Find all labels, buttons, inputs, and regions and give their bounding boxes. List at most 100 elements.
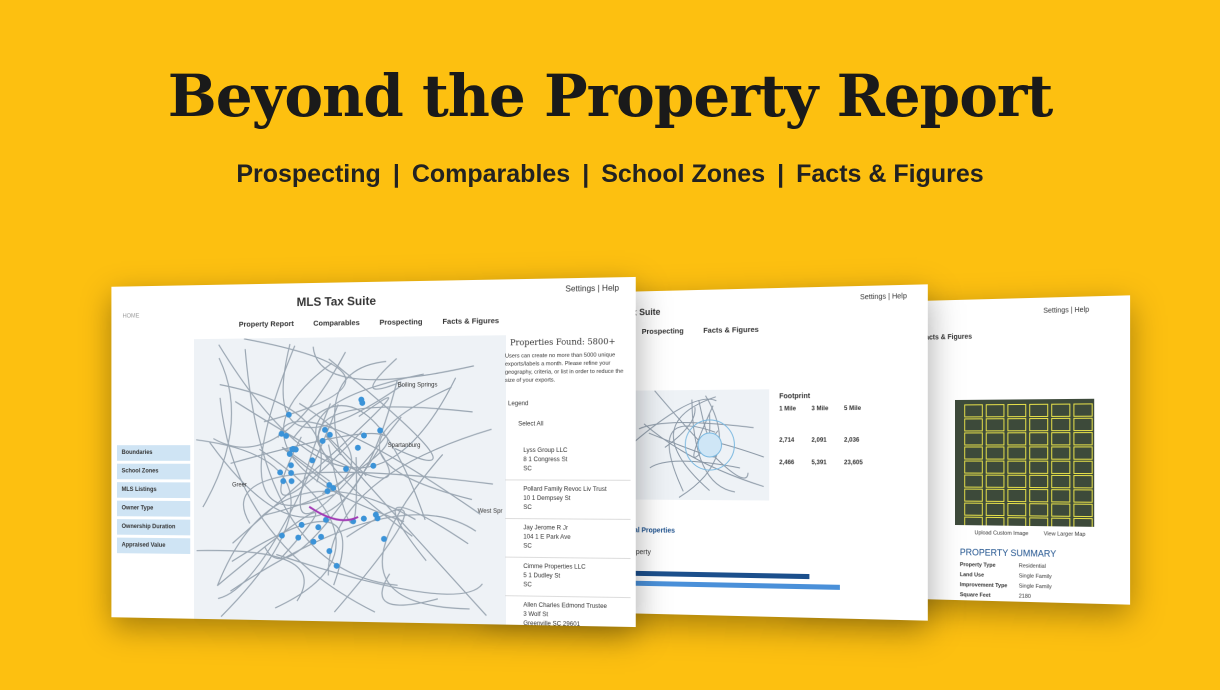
stat: 2,466 [779, 460, 795, 467]
marker[interactable] [289, 446, 296, 453]
nav[interactable]: Facts & Figures [921, 333, 973, 342]
marker[interactable] [277, 469, 284, 476]
marker[interactable] [310, 538, 317, 545]
help-link[interactable]: Help [601, 283, 620, 293]
radius[interactable]: 3 Mile [811, 406, 829, 413]
marker[interactable] [288, 470, 295, 476]
owner-line: Greenville SC 29601 [523, 620, 581, 628]
owner-row[interactable]: Pollard Family Revoc Liv Trust 10 1 Demps… [504, 480, 631, 520]
upload[interactable]: Upload Custom Image [974, 530, 1029, 538]
marker[interactable] [288, 478, 295, 485]
nav-item[interactable]: Facts & Figures [442, 316, 500, 326]
marker[interactable] [374, 514, 381, 521]
filter[interactable]: Ownership Duration [116, 519, 191, 536]
marker[interactable] [309, 457, 316, 464]
marker[interactable] [318, 533, 325, 540]
filter[interactable]: Owner Type [116, 500, 191, 517]
marker[interactable] [359, 400, 366, 407]
nav: Prospecting Facts & Figures [642, 324, 779, 336]
summary-value: Residential [1018, 563, 1046, 570]
owner-line: SC [523, 543, 532, 550]
marker[interactable] [286, 451, 293, 457]
filter[interactable]: School Zones [116, 463, 191, 480]
home[interactable]: HOME [122, 313, 140, 320]
stat: 23,605 [843, 460, 863, 467]
nav-item[interactable]: Prospecting [379, 317, 423, 327]
aerial-map [955, 398, 1095, 527]
marker[interactable] [298, 521, 305, 528]
marker[interactable] [295, 534, 302, 541]
owner-row[interactable]: Cimme Properties LLC 5 1 Dudley St SC [504, 557, 631, 599]
top-links: Settings | Help [859, 293, 907, 302]
place-label: West Spr [478, 509, 503, 515]
marker[interactable] [343, 465, 349, 472]
marker[interactable] [326, 431, 333, 438]
marker[interactable] [355, 445, 362, 452]
marker[interactable] [326, 548, 333, 555]
radius[interactable]: 5 Mile [843, 405, 862, 413]
marker[interactable] [280, 478, 287, 485]
owner-line: SC [523, 466, 532, 473]
settings-link[interactable]: Settings [1043, 307, 1069, 315]
top-links: Settings | Help [565, 283, 620, 294]
nav-item[interactable]: Comparables [313, 318, 360, 328]
separator: | [392, 160, 400, 188]
marker[interactable] [381, 535, 387, 542]
subtitle-link: Comparables [411, 160, 571, 188]
select-all[interactable]: Select All [518, 421, 544, 428]
marker[interactable] [324, 488, 331, 495]
owner-row[interactable]: Jay Jerome R Jr 104 1 E Park Ave SC [504, 519, 631, 560]
marker[interactable] [370, 462, 376, 469]
subtitle-link: Prospecting [236, 160, 381, 188]
filters: Boundaries School Zones MLS Listings Owner … [116, 442, 191, 557]
owner-line: 8 1 Congress St [523, 457, 568, 464]
filter[interactable]: Appraised Value [116, 537, 191, 554]
marker[interactable] [376, 426, 383, 433]
marker[interactable] [326, 482, 333, 489]
marker[interactable] [361, 432, 367, 439]
marker[interactable] [288, 462, 294, 469]
separator: | [582, 160, 590, 188]
owner-row[interactable]: Lyss Group LLC 8 1 Congress St SC [504, 441, 631, 481]
larger-map[interactable]: View Larger Map [1043, 531, 1086, 538]
screen-1: HOME MLS Tax Suite Settings | Help Prope… [111, 276, 636, 628]
filter[interactable]: MLS Listings [116, 482, 191, 499]
help-link[interactable]: Help [891, 293, 907, 301]
marker[interactable] [278, 430, 285, 437]
radii: 1 Mile 3 Mile 5 Mile [779, 405, 877, 413]
settings-link[interactable]: Settings [565, 283, 596, 294]
nav-item[interactable]: Property Report [238, 319, 294, 329]
marker[interactable] [330, 485, 337, 492]
marker[interactable] [292, 446, 299, 453]
stat: 2,036 [843, 437, 860, 444]
help-link[interactable]: Help [1074, 306, 1090, 315]
nav-item[interactable]: Prospecting [641, 326, 684, 336]
title: Beyond the Property Report [167, 62, 1054, 130]
bar [632, 570, 810, 580]
marker[interactable] [285, 411, 292, 418]
marker[interactable] [333, 562, 340, 569]
marker[interactable] [361, 515, 367, 522]
marker[interactable] [350, 518, 357, 526]
place-label: Spartanburg [388, 443, 421, 449]
marker[interactable] [315, 524, 322, 531]
nav-item[interactable]: Facts & Figures [703, 324, 759, 335]
radius[interactable]: 1 Mile [779, 406, 796, 413]
mini-map [632, 389, 770, 501]
map: Spartanburg Boiling Springs Greer West Spr [194, 335, 507, 625]
stat: 5,391 [811, 460, 827, 467]
marker[interactable] [323, 516, 329, 523]
stat: 2,091 [811, 437, 827, 444]
subtitle-link: Facts & Figures [796, 160, 984, 188]
filter[interactable]: Boundaries [116, 445, 191, 461]
marker[interactable] [283, 432, 290, 439]
marker[interactable] [279, 532, 285, 539]
separator: | [777, 160, 785, 188]
marker[interactable] [322, 426, 328, 433]
settings-link[interactable]: Settings [859, 293, 887, 302]
legend[interactable]: Legend [508, 401, 529, 408]
marker[interactable] [319, 437, 326, 444]
owner-row[interactable]: Allen Charles Edmond Trustee 3 Wolf St Gre… [504, 596, 631, 628]
summary: Property Type Residential Land Use Single F… [960, 560, 1110, 604]
subtitle-links: Prospecting | Comparables | School Zones | Fac… [0, 160, 1220, 189]
